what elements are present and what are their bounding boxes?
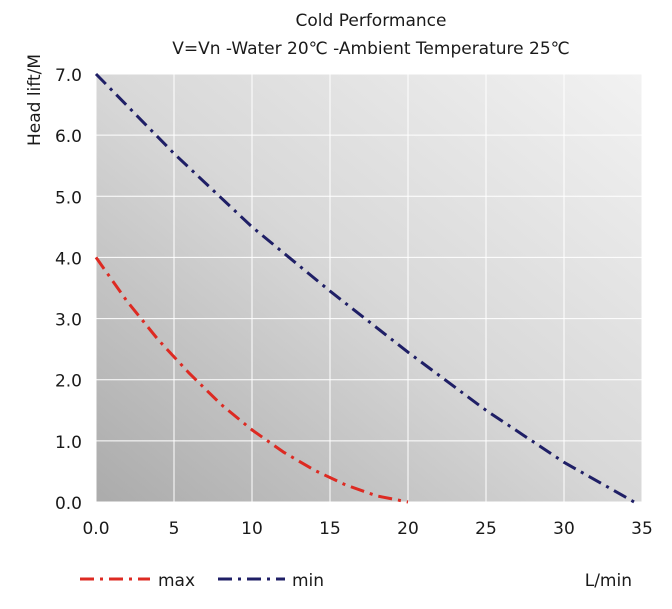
x-tick-label: 20 [397,519,419,539]
y-tick-label: 7.0 [55,66,82,86]
x-tick-label: 0.0 [82,519,109,539]
y-tick-label: 3.0 [55,311,82,331]
series-line-max [94,256,409,504]
legend-label-max: max [158,571,195,591]
y-tick-label: 6.0 [55,127,82,147]
series-lines [94,72,635,504]
x-tick-label: 15 [319,519,341,539]
y-axis-label: Head lift/M [25,54,45,146]
y-tick-label: 5.0 [55,188,82,208]
series-line-min [94,72,635,504]
x-axis-label: L/min [585,571,632,591]
x-tick-label: 30 [553,519,575,539]
y-tick-label: 1.0 [55,433,82,453]
x-tick-label: 5 [169,519,180,539]
grid [95,73,643,503]
x-axis-ticks: 0.0 5 10 15 20 25 30 35 [82,519,652,539]
y-tick-label: 2.0 [55,372,82,392]
x-tick-label: 25 [475,519,497,539]
x-tick-label: 35 [631,519,653,539]
chart-subtitle: V=Vn -Water 20℃ -Ambient Temperature 25℃ [172,39,570,59]
legend: max min [80,571,324,591]
y-tick-label: 4.0 [55,249,82,269]
chart-title: Cold Performance [296,11,447,31]
plot-area [96,74,642,502]
legend-label-min: min [292,571,324,591]
x-tick-label: 10 [241,519,263,539]
y-tick-label: 0.0 [55,494,82,514]
y-axis-ticks: 0.0 1.0 2.0 3.0 4.0 5.0 6.0 7.0 [55,66,82,514]
